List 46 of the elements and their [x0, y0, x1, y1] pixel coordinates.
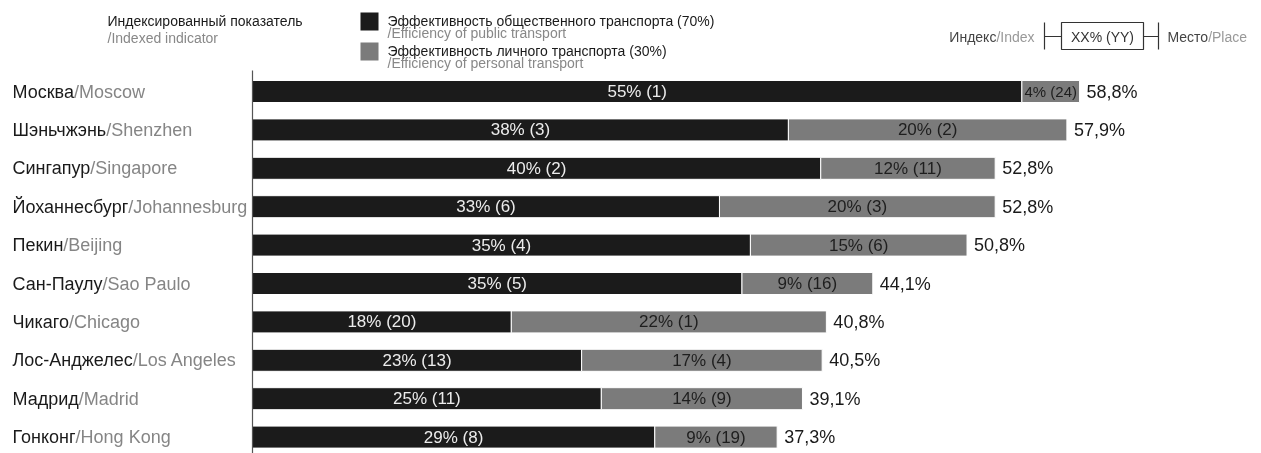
data-label: 25% (11) — [393, 389, 461, 409]
data-label: 20% (2) — [897, 120, 958, 140]
data-label: 23% (13) — [382, 350, 452, 370]
y-tick-label: Гонконг/Hong Kong — [12, 427, 171, 448]
data-label: 9% (16) — [777, 274, 838, 293]
data-label: 12% (11) — [874, 158, 942, 178]
total-label: 40,8% — [833, 311, 885, 332]
total-label: 44,1% — [879, 273, 931, 294]
total-label: 52,8% — [1002, 158, 1054, 179]
y-tick-label: Пекин/Beijing — [12, 235, 123, 256]
y-tick-label: Сингапур/Singapore — [12, 158, 178, 179]
chart-title: Индексированный показатель /Indexed indicator — [107, 12, 303, 46]
data-label: 55% (1) — [607, 82, 667, 101]
data-label: 4% (24) — [1024, 83, 1077, 100]
total-label: 52,8% — [1002, 196, 1054, 217]
data-label: 20% (3) — [827, 197, 888, 217]
total-label: 50,8% — [974, 235, 1026, 256]
data-label: 14% (9) — [672, 389, 732, 409]
total-label: 37,3% — [784, 427, 836, 448]
total-label: 57,9% — [1073, 119, 1125, 140]
data-label: 17% (4) — [672, 350, 732, 370]
y-tick-label: Лос-Анджелес/Los Angeles — [12, 350, 236, 371]
y-tick-label: Йоханнесбург/Johannesburg — [12, 195, 248, 217]
data-label: 22% (1) — [639, 312, 699, 332]
data-label: 33% (6) — [456, 197, 516, 217]
data-label: 38% (3) — [490, 120, 551, 140]
y-tick-label: Шэньчжэнь/Shenzhen — [12, 119, 193, 140]
y-tick-label: Чикаго/Chicago — [12, 311, 141, 332]
text: Индекс/Index — [949, 28, 1035, 45]
total-label: 58,8% — [1086, 81, 1138, 102]
legend-label: Эффективность личного транспорта (30%) /Efficiency of personal transport — [387, 42, 667, 71]
data-label: 15% (6) — [828, 235, 889, 255]
y-tick-label: Москва/Moscow — [12, 81, 146, 102]
y-tick-label: Мадрид/Madrid — [12, 388, 139, 409]
data-label: 9% (19) — [686, 427, 746, 447]
total-label: 39,1% — [809, 388, 861, 409]
text: Место/Place — [1167, 28, 1248, 45]
data-label: 18% (20) — [347, 312, 417, 332]
y-tick-label: Сан-Паулу/Sao Paulo — [12, 273, 191, 294]
data-label: 35% (4) — [471, 235, 532, 255]
legend-label: Эффективность общественного транспорта (70%) /Efficiency of public transport — [387, 12, 715, 41]
data-label: 35% (5) — [467, 274, 528, 293]
total-label: 40,5% — [829, 350, 881, 371]
data-label: 40% (2) — [506, 158, 567, 178]
data-label: 29% (8) — [423, 427, 484, 447]
text: XX% (YY) — [1070, 28, 1135, 45]
